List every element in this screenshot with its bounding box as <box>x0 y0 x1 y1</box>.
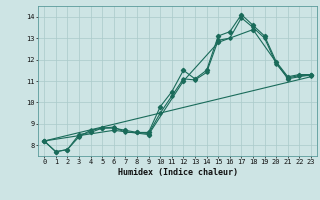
X-axis label: Humidex (Indice chaleur): Humidex (Indice chaleur) <box>118 168 238 177</box>
